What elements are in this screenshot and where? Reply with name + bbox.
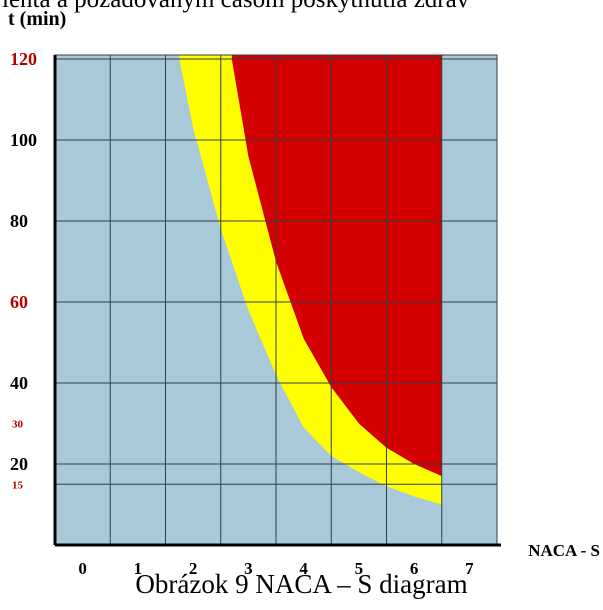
truncated-header-text: ienta a požadovaným časom poskytnutia zd… [2,0,469,14]
x-tick-label: 2 [189,559,198,578]
x-tick-label: 5 [355,559,364,578]
y-tick-label: 20 [10,454,28,474]
x-axis-label: NACA - S [528,541,600,560]
y-tick-label: 80 [10,211,28,231]
x-tick-label: 0 [78,559,87,578]
x-tick-label: 6 [410,559,419,578]
severity-zones [179,55,442,505]
x-tick-label: 1 [134,559,143,578]
x-tick-label: 7 [465,559,474,578]
x-tick-labels: 0 1 2 3 4 5 6 7 [78,559,474,578]
y-tick-label: 15 [12,479,24,491]
y-tick-label: 120 [10,49,37,69]
figure-caption: Obrázok 9 NACA – S diagram [135,569,468,599]
y-tick-label: 40 [10,373,28,393]
naca-s-diagram-chart: 0 1 2 3 4 5 6 7 15 20 30 40 60 80 100 120 NACA - S [10,49,600,578]
x-tick-label: 4 [299,559,308,578]
y-axis-label: t (min) [8,8,67,30]
y-tick-labels: 15 20 30 40 60 80 100 120 [10,49,37,491]
axes [53,55,501,547]
grid-lines [54,54,498,546]
y-tick-label: 30 [12,419,24,431]
x-tick-label: 3 [244,559,253,578]
red-zone [231,55,442,477]
y-tick-label: 60 [10,292,28,312]
y-tick-label: 100 [10,130,37,150]
